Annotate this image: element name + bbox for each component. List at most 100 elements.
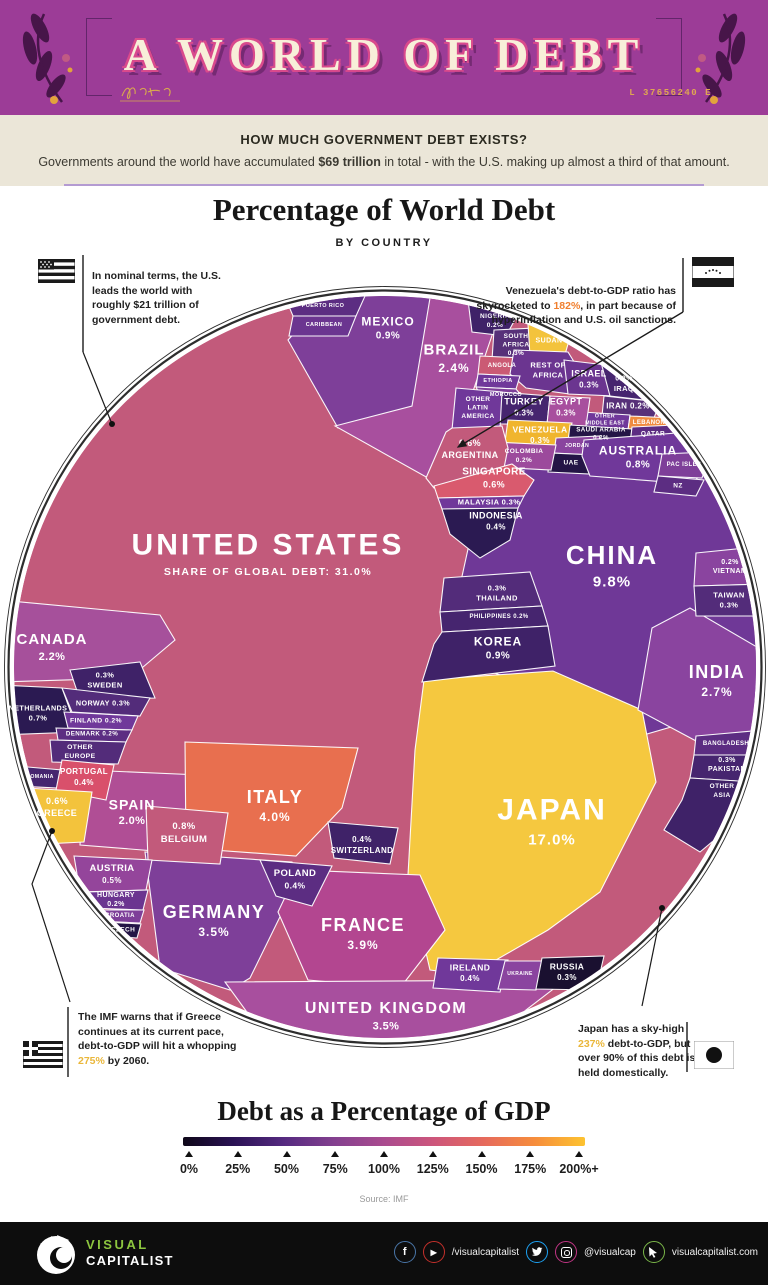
- tick-triangle-icon: [185, 1151, 193, 1157]
- tick-triangle-icon: [575, 1151, 583, 1157]
- tick-label: 200%+: [559, 1162, 599, 1176]
- facebook-icon[interactable]: f: [393, 1241, 416, 1263]
- cell-belgium[interactable]: [145, 805, 229, 865]
- cell-norway[interactable]: [61, 687, 151, 717]
- tick-label: 25%: [225, 1162, 251, 1176]
- tick-triangle-icon: [380, 1151, 388, 1157]
- footer: VISUAL CAPITALIST f ▶ /visualcapitalist …: [0, 1222, 768, 1285]
- cell-egypt[interactable]: [546, 395, 591, 427]
- youtube-icon[interactable]: ▶: [422, 1241, 445, 1263]
- tick-label: 125%: [416, 1162, 449, 1176]
- legend-gradient-bar: [183, 1137, 585, 1146]
- tick-triangle-icon: [233, 1151, 242, 1157]
- intro-body-pre: Governments around the world have accumu…: [38, 155, 319, 169]
- intro-body-bold: $69 trillion: [318, 155, 381, 169]
- cell-ireland[interactable]: [432, 957, 509, 993]
- japan-annotation: Japan has a sky-high 237% debt-to-GDP, b…: [578, 1022, 698, 1081]
- cell-switzerland[interactable]: [327, 821, 399, 865]
- tick-label: 0%: [179, 1162, 199, 1176]
- cell-portugal[interactable]: [55, 759, 115, 801]
- cell-bangladesh[interactable]: [693, 729, 764, 756]
- greece-annotation: The IMF warns that if Greece continues a…: [78, 1010, 240, 1069]
- cell-other-europe[interactable]: [49, 739, 127, 765]
- cell-austria[interactable]: [73, 855, 153, 893]
- venezuela-annotation: Venezuela's debt-to-GDP ratio has skyroc…: [468, 284, 676, 328]
- tick-triangle-icon: [477, 1151, 486, 1157]
- leader-dot: [109, 421, 115, 427]
- tick-triangle-icon: [428, 1151, 437, 1157]
- legend-ticks: 0% 25% 50% 75% 100% 125% 150% 175% 200%+: [167, 1151, 601, 1176]
- legend-title: Debt as a Percentage of GDP: [217, 1096, 551, 1126]
- cell-poland[interactable]: [259, 859, 333, 907]
- brand-capitalist: CAPITALIST: [86, 1253, 174, 1269]
- cell-new-zealand[interactable]: [653, 475, 705, 497]
- instagram-handle[interactable]: @visualcap: [584, 1246, 636, 1258]
- cell-denmark[interactable]: [55, 727, 133, 743]
- chart-title: Percentage of World Debt: [212, 192, 556, 227]
- social-row: f ▶ /visualcapitalist @visualcap visualc…: [393, 1241, 758, 1263]
- tick-triangle-icon: [282, 1151, 291, 1157]
- japan-annotation-highlight: 237%: [578, 1037, 605, 1050]
- legend-tick: 150%: [460, 1151, 504, 1176]
- us-annotation-post: of government debt.: [92, 299, 199, 327]
- legend-tick: 75%: [313, 1151, 357, 1176]
- tick-triangle-icon: [331, 1151, 340, 1157]
- tick-label: 100%: [368, 1162, 400, 1176]
- brand-wordmark[interactable]: VISUAL CAPITALIST: [86, 1237, 174, 1270]
- treemap-cells: [0, 296, 766, 1038]
- cell-indonesia[interactable]: [441, 507, 519, 559]
- cell-ethiopia[interactable]: [475, 373, 521, 390]
- brand-visual: VISUAL: [86, 1237, 149, 1252]
- legend-tick: 125%: [411, 1151, 455, 1176]
- cell-malaysia[interactable]: [437, 495, 525, 510]
- japan-flag-icon: [694, 1041, 734, 1069]
- leaf-ornament-left-icon: [22, 13, 73, 104]
- legend-tick: 200%+: [557, 1151, 601, 1176]
- twitter-icon[interactable]: [526, 1241, 548, 1263]
- cell-caribbean[interactable]: [288, 315, 357, 337]
- legend-tick: 175%: [508, 1151, 552, 1176]
- cell-canada[interactable]: [0, 599, 176, 683]
- cell-ukraine[interactable]: [497, 960, 543, 991]
- leader-line: [31, 830, 71, 1003]
- venezuela-annotation-highlight: 182%: [553, 299, 581, 312]
- greece-annotation-pre: The IMF warns that if Greece continues a…: [78, 1011, 237, 1053]
- greece-flag-icon: [23, 1041, 63, 1068]
- website-handle[interactable]: visualcapitalist.com: [671, 1246, 758, 1258]
- greece-annotation-post: by 2060.: [104, 1055, 150, 1068]
- intro-heading: HOW MUCH GOVERNMENT DEBT EXISTS?: [240, 132, 528, 147]
- cell-japan[interactable]: [407, 670, 657, 976]
- venezuela-annotation-post: , in part because of hyperinflation and …: [491, 299, 676, 327]
- cell-other-latin-america[interactable]: [451, 387, 503, 431]
- visual-capitalist-logo-icon[interactable]: [32, 1230, 80, 1278]
- us-annotation-pre: In nominal terms, the U.S. leads the wor…: [92, 270, 221, 312]
- cell-thailand[interactable]: [439, 571, 543, 613]
- intro-body-post: in total - with the U.S. making up almos…: [380, 155, 730, 169]
- us-flag-icon: [38, 259, 75, 283]
- leader-dot: [659, 905, 665, 911]
- cell-korea[interactable]: [421, 625, 556, 683]
- us-annotation-bold: $21 trillion: [133, 299, 186, 312]
- legend-tick: 0%: [167, 1151, 211, 1176]
- intro-strip: HOW MUCH GOVERNMENT DEBT EXISTS? Governm…: [0, 115, 768, 186]
- instagram-icon[interactable]: [555, 1241, 577, 1263]
- leader-dot: [49, 828, 55, 834]
- tick-label: 75%: [322, 1162, 348, 1176]
- tick-label: 150%: [465, 1162, 498, 1176]
- intro-divider: [64, 184, 704, 186]
- source-credit: Source: IMF: [359, 1194, 409, 1204]
- frame-bracket-right: [656, 18, 682, 96]
- youtube-handle[interactable]: /visualcapitalist: [451, 1246, 519, 1258]
- cursor-icon[interactable]: [642, 1241, 665, 1263]
- venezuela-annotation-pre: Venezuela's debt-to-GDP ratio has skyroc…: [476, 285, 676, 312]
- serial-number: L 37656240 E: [629, 88, 712, 98]
- cell-taiwan[interactable]: [693, 583, 766, 617]
- frame-bracket-left: [86, 18, 112, 96]
- cell-singapore[interactable]: [433, 463, 535, 499]
- tick-label: 50%: [273, 1162, 300, 1176]
- japan-annotation-post: debt-to-GDP, but over 90% of this debt i…: [578, 1037, 696, 1080]
- intro-body: Governments around the world have accumu…: [0, 155, 768, 169]
- us-annotation: In nominal terms, the U.S. leads the wor…: [92, 269, 230, 328]
